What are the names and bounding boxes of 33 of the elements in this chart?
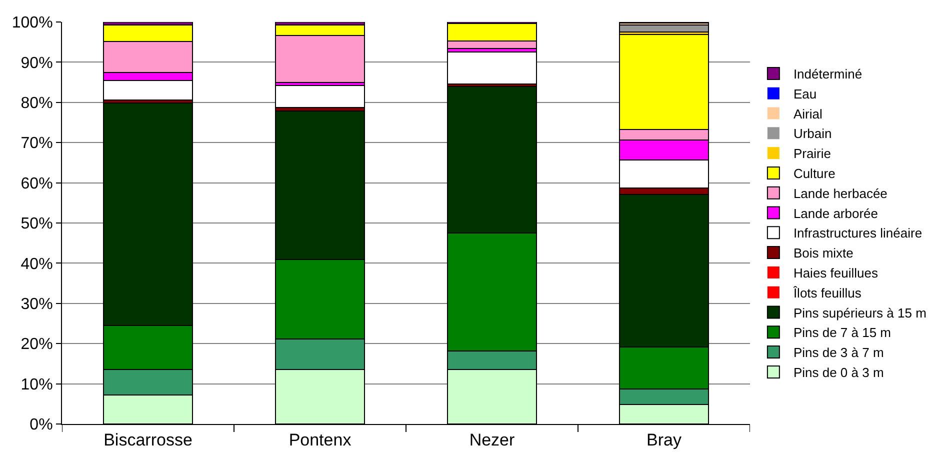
y-tick-label: 90% <box>20 54 53 72</box>
y-tick-label: 100% <box>12 14 53 32</box>
y-tick-label: 80% <box>20 95 53 112</box>
legend-label: Pins de 0 à 3 m <box>793 365 884 380</box>
legend-label: Eau <box>793 86 817 102</box>
legend-label: Lande arborée <box>793 206 878 221</box>
x-tick-label: Nezer <box>469 430 516 450</box>
y-tick-label: 0% <box>30 416 53 434</box>
legend-label: Pins de 3 à 7 m <box>793 345 884 360</box>
legend-label: Bois mixte <box>793 246 854 261</box>
legend-label: Haies feuillues <box>793 266 878 281</box>
y-tick-label: 10% <box>20 376 53 394</box>
legend-label: Pins supérieurs à 15 m <box>793 305 926 320</box>
legend-label: Airial <box>793 106 822 122</box>
legend-label: Pins de 7 à 15 m <box>793 325 892 340</box>
legend-label: Infrastructures linéaire <box>793 226 922 241</box>
y-tick-label: 70% <box>20 135 53 152</box>
x-tick-label: Pontenx <box>288 430 352 450</box>
legend-label: Lande herbacée <box>793 186 888 201</box>
y-tick-label: 40% <box>20 256 53 273</box>
legend-label: Îlots feuillus <box>792 285 862 300</box>
bar <box>446 51 538 84</box>
x-tick-label: Bray <box>646 430 682 450</box>
legend-label: Urbain <box>793 126 832 142</box>
bar <box>274 85 366 108</box>
x-tick-label: Biscarrosse <box>104 430 192 450</box>
y-tick-label: 60% <box>20 175 53 192</box>
legend-label: Culture <box>793 166 836 182</box>
y-tick-label: 30% <box>20 296 53 313</box>
legend-label: Prairie <box>793 146 832 162</box>
legend-label: Indéterminé <box>793 66 862 82</box>
y-tick-label: 50% <box>20 216 53 233</box>
y-tick-label: 20% <box>20 336 53 354</box>
